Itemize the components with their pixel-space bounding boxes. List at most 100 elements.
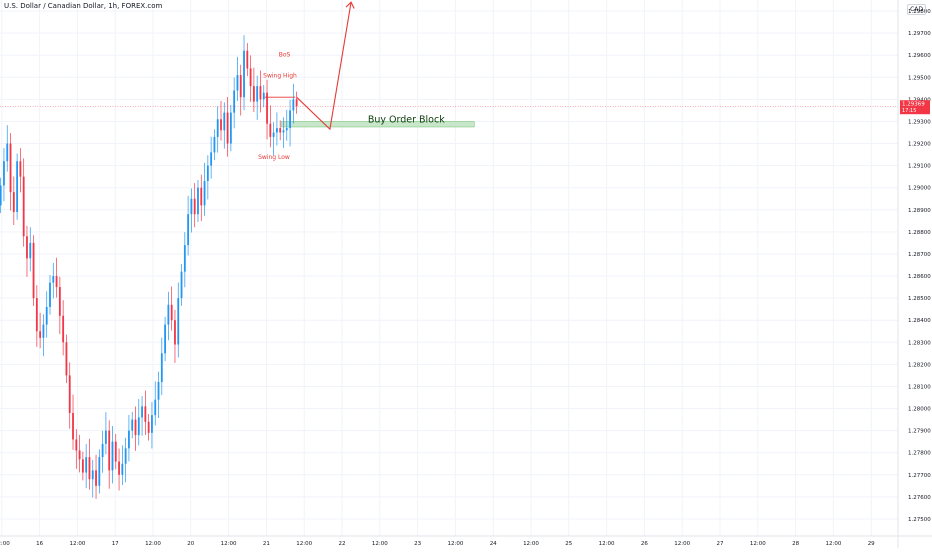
candle-body bbox=[35, 298, 38, 332]
candle-body bbox=[157, 382, 160, 400]
x-tick-label: 28 bbox=[792, 541, 799, 547]
candle-body bbox=[134, 419, 137, 436]
candle-body bbox=[118, 461, 120, 475]
candle-body bbox=[272, 132, 275, 137]
candle-body bbox=[239, 75, 242, 98]
candle-body bbox=[206, 165, 209, 182]
candle-body bbox=[58, 287, 61, 316]
candle-body bbox=[229, 112, 232, 144]
y-tick-label: 1.28800 bbox=[908, 230, 931, 236]
x-tick-label: 12:00 bbox=[447, 541, 463, 547]
y-tick-label: 1.28000 bbox=[908, 407, 931, 413]
candle-body bbox=[95, 470, 97, 486]
x-tick-label: 22 bbox=[339, 541, 346, 547]
x-tick-label: 12:00 bbox=[825, 541, 841, 547]
candle-body bbox=[269, 123, 272, 137]
candle-body bbox=[197, 187, 199, 215]
candle-body bbox=[131, 419, 134, 431]
x-tick-label: 12:00 bbox=[221, 541, 237, 547]
y-tick-label: 1.28700 bbox=[908, 252, 931, 258]
candle-body bbox=[203, 181, 206, 206]
candle-body bbox=[170, 304, 173, 321]
x-tick-label: 17 bbox=[112, 541, 119, 547]
candle-body bbox=[279, 128, 282, 133]
currency-label[interactable]: CAD bbox=[907, 4, 926, 15]
candle-body bbox=[42, 324, 45, 338]
candle-body bbox=[177, 298, 180, 345]
y-tick-label: 1.28100 bbox=[908, 384, 931, 390]
y-tick-label: 1.27500 bbox=[908, 517, 931, 523]
y-tick-label: 1.28600 bbox=[908, 274, 931, 280]
candle-body bbox=[193, 198, 196, 215]
candle-body bbox=[108, 430, 111, 471]
candle-body bbox=[200, 187, 203, 206]
candle-body bbox=[52, 276, 55, 283]
candle-body bbox=[124, 448, 127, 464]
candle-body bbox=[190, 198, 193, 215]
x-tick-label: 23 bbox=[414, 541, 421, 547]
grid-layer bbox=[0, 0, 898, 536]
candle-body bbox=[19, 161, 22, 177]
y-tick-label: 1.28900 bbox=[908, 208, 931, 214]
y-tick-label: 1.29000 bbox=[908, 186, 931, 192]
x-tick-label: 24 bbox=[490, 541, 497, 547]
chart-title: U.S. Dollar / Canadian Dollar, 1h, FOREX… bbox=[4, 2, 163, 10]
x-tick-label: 12:00 bbox=[296, 541, 312, 547]
candle-body bbox=[32, 242, 35, 299]
candle-body bbox=[154, 399, 157, 416]
price-tag-value: 1.29369 bbox=[902, 102, 925, 108]
projection-path bbox=[296, 2, 352, 131]
candle-body bbox=[246, 50, 249, 69]
x-tick-label: 16 bbox=[36, 541, 43, 547]
x-tick-label: 21 bbox=[263, 541, 270, 547]
y-tick-label: 1.29800 bbox=[908, 9, 931, 15]
x-tick-label: 20 bbox=[187, 541, 194, 547]
candle-body bbox=[128, 430, 130, 449]
candle-body bbox=[180, 271, 183, 299]
price-tag bbox=[900, 100, 930, 115]
projection-arrowhead bbox=[345, 1, 355, 9]
candle-body bbox=[164, 324, 167, 354]
x-tick-label: 25 bbox=[565, 541, 572, 547]
candle-body bbox=[104, 430, 107, 444]
x-tick-label: 12:00 bbox=[599, 541, 615, 547]
candle-body bbox=[187, 214, 190, 246]
candle-body bbox=[75, 439, 78, 451]
candle-body bbox=[276, 128, 278, 133]
candle-body bbox=[282, 130, 285, 133]
candle-body bbox=[183, 245, 186, 272]
candle-body bbox=[88, 457, 91, 480]
x-tick-label: 29 bbox=[868, 541, 875, 547]
candle-body bbox=[236, 75, 239, 91]
candle-body bbox=[266, 92, 268, 124]
candle-body bbox=[213, 136, 216, 153]
candle-body bbox=[295, 99, 298, 106]
drawing-layer: BoS Swing High Swing Low Buy Order Block bbox=[0, 1, 898, 161]
y-tick-label: 1.29700 bbox=[908, 31, 931, 37]
candle-body bbox=[68, 375, 71, 413]
x-tick-label: 12:00 bbox=[145, 541, 161, 547]
y-tick-label: 1.29600 bbox=[908, 53, 931, 59]
candle-body bbox=[167, 304, 170, 325]
candle-body bbox=[12, 192, 15, 212]
candle-body bbox=[210, 152, 213, 166]
x-tick-label: 27 bbox=[717, 541, 724, 547]
y-tick-label: 1.28200 bbox=[908, 362, 931, 368]
candle-body bbox=[16, 161, 19, 212]
swing-low-label: Swing Low bbox=[258, 154, 290, 161]
candle-body bbox=[55, 276, 58, 288]
y-tick-label: 1.29300 bbox=[908, 119, 931, 125]
candle-body bbox=[226, 112, 229, 144]
y-tick-label: 1.28300 bbox=[908, 340, 931, 346]
candle-body bbox=[62, 315, 65, 343]
candle-body bbox=[259, 86, 262, 100]
candle-body bbox=[216, 119, 219, 137]
y-tick-label: 1.27900 bbox=[908, 429, 931, 435]
candle-body bbox=[101, 443, 104, 458]
y-tick-label: 1.29200 bbox=[908, 142, 931, 148]
candle-body bbox=[3, 161, 5, 186]
candle-body bbox=[49, 282, 51, 307]
